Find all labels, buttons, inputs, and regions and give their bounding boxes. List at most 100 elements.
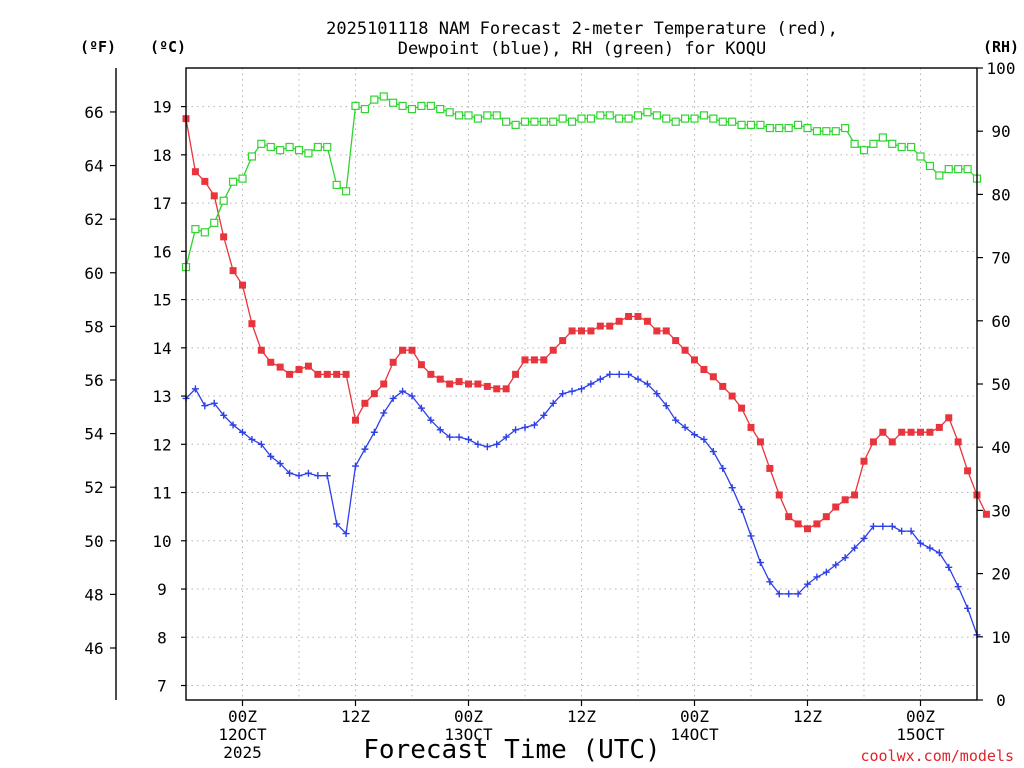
rh-tick-label: 50 — [991, 375, 1010, 394]
celsius-tick-label: 7 — [157, 677, 167, 696]
dewpoint-point — [634, 375, 642, 383]
temperature-point — [785, 513, 793, 521]
temperature-point — [276, 363, 284, 371]
dewpoint-point — [361, 445, 369, 453]
temperature-series-line — [185, 118, 987, 530]
temperature-point — [653, 327, 661, 335]
fahrenheit-unit-label: (ºF) — [80, 38, 116, 56]
dewpoint-point — [239, 428, 246, 436]
dewpoint-point — [352, 462, 359, 470]
temperature-point — [380, 380, 388, 388]
rh-point — [370, 95, 379, 104]
dewpoint-point — [766, 578, 774, 586]
dewpoint-point — [540, 411, 548, 419]
temperature-point — [248, 320, 256, 328]
rh-point — [775, 123, 784, 133]
time-tick-label: 12Z — [341, 707, 370, 726]
dewpoint-point — [530, 421, 538, 429]
dewpoint-point — [653, 390, 661, 398]
dewpoint-point — [794, 590, 802, 598]
rh-point — [191, 225, 200, 234]
temperature-point — [191, 168, 199, 176]
dewpoint-point — [417, 404, 425, 412]
temperature-point — [549, 346, 557, 354]
temperature-point — [399, 346, 407, 354]
dewpoint-point — [304, 469, 312, 477]
dewpoint-point — [728, 484, 736, 492]
rh-point — [473, 114, 483, 123]
time-tick-label: 00Z — [906, 707, 935, 726]
rh-point — [492, 111, 501, 120]
dewpoint-point — [709, 448, 717, 456]
rh-point — [530, 117, 539, 126]
temperature-point — [370, 390, 378, 398]
temperature-point — [417, 361, 425, 369]
dewpoint-point — [465, 435, 472, 443]
rh-point — [662, 114, 671, 123]
time-tick-label: 00Z — [454, 707, 483, 726]
rh-point — [313, 142, 322, 152]
celsius-tick-label: 16 — [152, 242, 171, 261]
temperature-point — [926, 428, 934, 436]
dewpoint-point — [747, 532, 755, 540]
dewpoint-point — [719, 464, 727, 472]
rh-point — [935, 171, 944, 180]
temperature-point — [578, 327, 585, 335]
dewpoint-point — [691, 431, 698, 439]
rh-point — [511, 120, 520, 129]
rh-point — [360, 104, 370, 114]
rh-point — [699, 111, 709, 120]
dewpoint-point — [342, 530, 350, 538]
dewpoint-point — [738, 505, 746, 513]
rh-tick-label: 90 — [991, 122, 1010, 141]
dewpoint-point — [804, 580, 811, 588]
celsius-tick-label: 10 — [152, 532, 171, 551]
dewpoint-point — [408, 392, 416, 400]
time-tick-label: 13OCT — [444, 725, 493, 744]
dewpoint-point — [549, 399, 557, 407]
temperature-point — [681, 346, 689, 354]
temperature-point — [747, 423, 755, 431]
dewpoint-point — [672, 416, 680, 424]
dewpoint-point — [822, 568, 830, 576]
temperature-point — [220, 233, 228, 241]
celsius-tick-label: 17 — [152, 194, 171, 213]
time-tick-label: 12OCT — [218, 725, 267, 744]
dewpoint-point — [775, 590, 783, 598]
dewpoint-point — [785, 590, 793, 598]
rh-point — [963, 165, 972, 174]
dewpoint-point — [286, 469, 294, 477]
temperature-point — [295, 366, 303, 374]
rh-point — [803, 123, 812, 133]
temperature-point — [756, 438, 764, 446]
rh-point — [558, 114, 567, 123]
temperature-point — [851, 491, 859, 499]
celsius-tick-label: 12 — [152, 435, 171, 454]
temperature-point — [634, 312, 642, 320]
rh-point — [228, 177, 238, 186]
fahrenheit-tick-label: 58 — [84, 317, 103, 336]
rh-point — [323, 142, 332, 152]
celsius-tick-label: 13 — [152, 387, 171, 406]
dewpoint-point — [201, 402, 209, 410]
temperature-point — [540, 356, 548, 364]
temperature-point — [408, 346, 416, 354]
rh-point — [615, 114, 624, 123]
time-tick-label: 00Z — [228, 707, 257, 726]
temperature-point — [389, 358, 397, 366]
temperature-point — [455, 378, 463, 386]
rh-point — [624, 114, 633, 123]
rh-point — [332, 180, 341, 190]
rh-point — [276, 146, 285, 155]
fahrenheit-tick-label: 62 — [84, 210, 103, 229]
dewpoint-point — [643, 380, 651, 388]
dewpoint-point — [248, 435, 256, 443]
rh-point — [200, 228, 209, 237]
dewpoint-point — [756, 559, 764, 567]
rh-point — [219, 196, 228, 205]
dewpoint-point — [427, 416, 435, 424]
dewpoint-point — [559, 390, 567, 398]
temperature-point — [935, 423, 943, 431]
temperature-point — [879, 428, 887, 436]
